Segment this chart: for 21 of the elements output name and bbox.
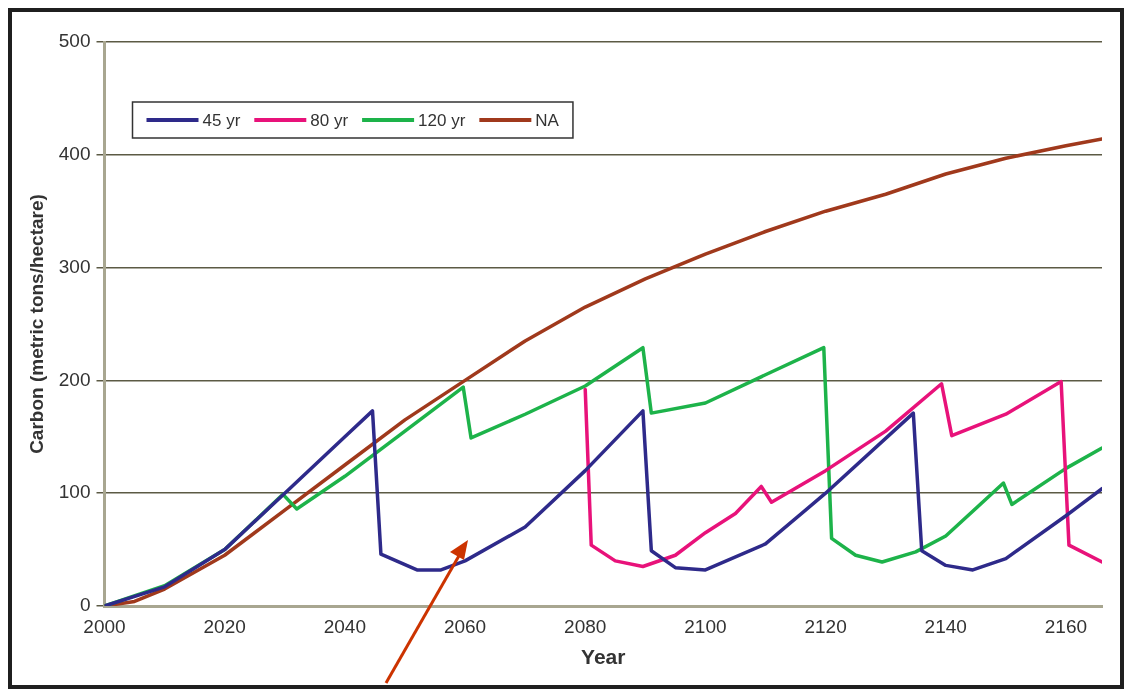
- x-tick-label: 2040: [323, 615, 366, 637]
- legend-label: 120 yr: [418, 110, 466, 130]
- x-tick-label: 2160: [1044, 615, 1088, 637]
- legend-label: 80 yr: [310, 110, 349, 130]
- legend-label: NA: [535, 110, 560, 130]
- x-tick-label: 2080: [564, 615, 607, 637]
- x-tick-label: 2120: [804, 615, 847, 637]
- x-tick-label: 2140: [924, 615, 967, 637]
- y-axis-title: Carbon (metric tons/hectare): [25, 194, 47, 454]
- y-tick-label: 0: [79, 594, 91, 616]
- y-tick-label: 200: [58, 368, 91, 390]
- x-tick-label: 2060: [443, 615, 487, 637]
- legend-label: 45 yr: [202, 110, 241, 130]
- y-tick-label: 300: [58, 255, 91, 277]
- y-tick-label: 400: [58, 143, 91, 165]
- x-tick-label: 2100: [684, 615, 727, 637]
- x-tick-label: 2000: [83, 615, 126, 637]
- x-axis-title: Year: [581, 645, 626, 669]
- x-tick-label: 2020: [203, 615, 246, 637]
- y-tick-label: 500: [58, 30, 91, 52]
- y-tick-label: 100: [58, 481, 91, 503]
